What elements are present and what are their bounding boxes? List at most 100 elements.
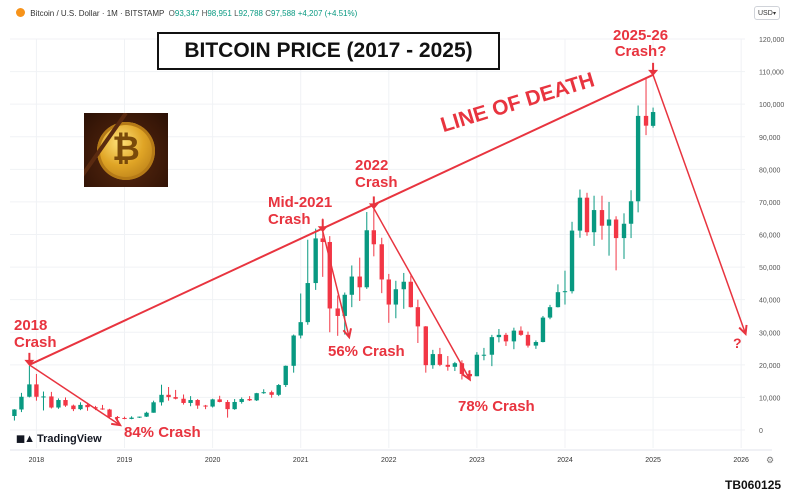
candle: [643, 77, 649, 136]
annotation-2018-crash: 2018 Crash: [14, 317, 57, 351]
candle-body: [401, 281, 406, 290]
candle: [437, 347, 443, 367]
candle: [298, 293, 303, 339]
candle-body: [115, 416, 120, 418]
candle: [166, 386, 171, 401]
candle: [401, 272, 406, 309]
candle-body: [445, 364, 451, 367]
candle-body: [210, 399, 215, 407]
candle-body: [276, 385, 281, 395]
candle-body: [489, 337, 495, 355]
candle-body: [386, 279, 391, 305]
candle-body: [474, 354, 480, 377]
gear-icon[interactable]: ⚙: [766, 455, 775, 465]
candle-body: [173, 397, 178, 399]
annotation-2025-line1: 2025-26: [613, 27, 669, 44]
candle: [613, 216, 619, 271]
symbol-header: Bitcoin / U.S. Dollar · 1M · BITSTAMP O9…: [16, 8, 357, 18]
candle-body: [313, 238, 318, 284]
candle-body: [181, 398, 186, 403]
candle-body: [496, 334, 502, 338]
candle: [628, 190, 634, 239]
candle-body: [599, 210, 605, 226]
candle-body: [349, 276, 354, 295]
y-tick-label: 100,000: [759, 102, 784, 109]
tradingview-logo-text: TradingView: [37, 433, 102, 445]
candle-body: [305, 283, 310, 323]
close-value: 97,588: [271, 9, 296, 18]
crash-path-arrowhead: [111, 416, 123, 427]
candle-body: [269, 392, 274, 395]
candle: [129, 416, 134, 420]
candle: [445, 356, 451, 371]
annotation-2022-line1: 2022: [355, 157, 389, 174]
candle-body: [562, 291, 568, 293]
crash-path-line: [652, 74, 747, 335]
candle: [107, 408, 112, 419]
annotation-2021-line2: Crash: [268, 211, 311, 228]
candle-body: [49, 396, 54, 408]
candle-body: [511, 330, 517, 342]
close-label: C: [265, 9, 271, 18]
candle-body: [217, 399, 222, 402]
candle: [63, 397, 68, 407]
candle-body: [122, 417, 127, 419]
candle-body: [151, 402, 156, 413]
candle: [349, 265, 354, 308]
low-label: L: [234, 9, 239, 18]
currency-select[interactable]: USD ▾: [754, 6, 780, 20]
candle: [459, 360, 465, 380]
candle-body: [606, 219, 612, 226]
tradingview-logo[interactable]: ◼▲ TradingView: [16, 432, 102, 445]
candle: [393, 280, 399, 319]
candle-body: [621, 223, 627, 239]
crash-path-arrowhead: [342, 328, 352, 340]
y-tick-label: 30,000: [759, 330, 781, 337]
candle-body: [364, 230, 369, 288]
annotation-2018-line2: Crash: [14, 334, 57, 351]
candle: [144, 411, 149, 417]
candle-body: [320, 238, 325, 242]
candle-body: [628, 201, 634, 224]
candle-body: [635, 115, 641, 202]
candle-body: [283, 365, 288, 386]
candle: [371, 205, 377, 257]
candle-body: [430, 354, 436, 366]
candle: [239, 397, 244, 404]
candle-body: [100, 408, 105, 410]
crash-path-arrowhead: [738, 324, 748, 337]
x-tick-label: 2020: [205, 457, 221, 464]
candle: [452, 361, 458, 372]
candle: [217, 395, 222, 403]
candle: [254, 392, 259, 402]
bitcoin-small-icon: [16, 8, 25, 17]
candle-body: [540, 317, 546, 343]
high-value: 98,951: [207, 9, 232, 18]
crash-path-line: [28, 364, 121, 426]
candle-body: [85, 404, 90, 408]
candle-body: [357, 276, 362, 288]
candle-body: [71, 405, 76, 410]
candle: [577, 189, 583, 238]
y-tick-label: 70,000: [759, 200, 781, 207]
candle: [503, 332, 509, 346]
candle-body: [203, 405, 208, 407]
currency-label: USD: [758, 10, 773, 17]
candle-body: [63, 400, 68, 406]
candle-body: [159, 394, 164, 403]
candle-body: [650, 112, 656, 126]
candle: [203, 404, 208, 410]
annotation-2021-line1: Mid-2021: [268, 194, 333, 211]
candle: [599, 195, 605, 240]
y-tick-label: 50,000: [759, 265, 781, 272]
candle: [188, 396, 193, 407]
change-value: +4,207 (+4.51%): [297, 9, 358, 18]
annotation-2022-line2: Crash: [355, 174, 398, 191]
candle-body: [232, 401, 237, 410]
candle-body: [525, 334, 531, 346]
y-tick-label: 110,000: [759, 70, 784, 77]
broken-bitcoin-image: ₿: [84, 113, 168, 187]
annotation-lines: [24, 62, 748, 427]
